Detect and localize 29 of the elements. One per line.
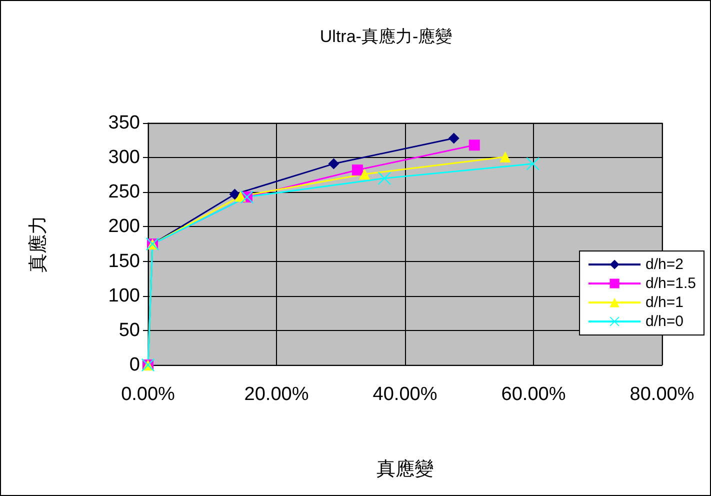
y-tick-label: 300 (108, 147, 140, 168)
point (328, 158, 340, 170)
legend-label: d/h=1 (646, 294, 684, 311)
point (235, 190, 246, 202)
point (359, 168, 370, 180)
y-tick-label: 100 (108, 285, 140, 306)
y-tick-label: 150 (108, 250, 140, 272)
y-tick-label: 250 (108, 182, 140, 203)
y-axis-title: 真應力 (27, 216, 49, 272)
x-tick-label: 60.00% (501, 384, 566, 405)
legend-label: d/h=0 (646, 313, 684, 330)
x-tick-label: 80.00% (630, 384, 694, 405)
point (352, 164, 363, 176)
x-tick-label: 40.00% (372, 384, 438, 405)
y-tick-label: 200 (108, 216, 140, 238)
point (468, 140, 480, 151)
x-tick-label: 20.00% (244, 384, 309, 405)
x-tick-label: 0.00% (121, 384, 176, 405)
point (448, 132, 460, 144)
point (229, 188, 240, 200)
x-axis-title: 真應變 (376, 458, 434, 480)
point (378, 172, 391, 185)
y-tick-label: 0 (129, 354, 140, 376)
legend-label: d/h=2 (646, 256, 684, 273)
point (500, 151, 511, 162)
y-tick-label: 350 (108, 112, 140, 134)
y-tick-label: 50 (118, 320, 140, 341)
legend-label: d/h=1.5 (646, 275, 696, 292)
chart-title: Ultra-真應力-應變 (320, 27, 452, 46)
